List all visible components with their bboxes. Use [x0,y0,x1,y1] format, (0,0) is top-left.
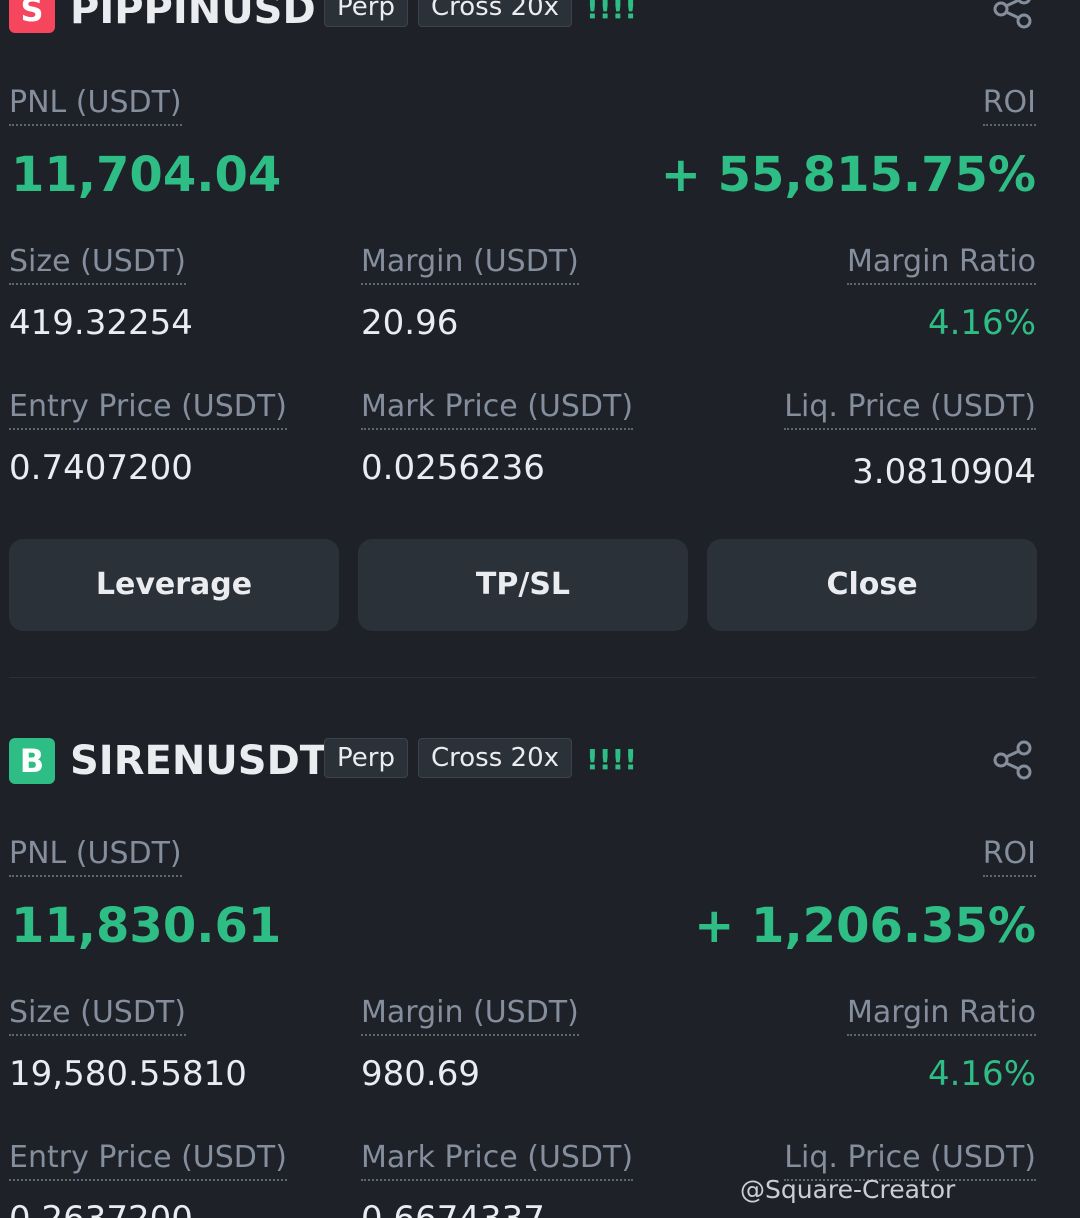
field-label: Entry Price (USDT) [9,392,287,430]
field-value: 4.16% [927,1054,1036,1094]
field-value: 19,580.55810 [9,1054,247,1094]
roi-value: + 55,815.75% [660,147,1036,203]
margin-mode-tag: Cross 20x [418,0,573,27]
signal: !!!! [586,0,638,25]
field-label: Liq. Price (USDT) [784,1143,1036,1181]
field-label: Mark Price (USDT) [361,392,634,430]
signal: !!!! [586,743,638,776]
field-value: 4.16% [927,303,1036,343]
pnl-value: 11,704.04 [11,147,282,203]
field-value: 419.32254 [9,303,193,343]
field-label: Entry Price (USDT) [9,1143,287,1181]
pnl-value: 11,830.61 [11,898,282,954]
field-label: Mark Price (USDT) [361,1143,634,1181]
field-value: 0.7407200 [9,448,193,488]
type-tag: Perp [324,0,408,27]
action-button[interactable]: TP/SL [358,539,688,631]
field-value: 0.6674337 [361,1202,545,1218]
field-label: Margin (USDT) [361,998,579,1036]
action-button[interactable]: Close [707,539,1037,631]
field-value: 980.69 [361,1054,480,1094]
field-value: 20.96 [361,303,459,343]
field-value: 0.0256236 [361,448,545,488]
share-icon[interactable] [992,0,1034,30]
field-label: Size (USDT) [9,998,186,1036]
roi-label: ROI [982,88,1036,126]
divider [9,677,1036,678]
pnl-label: PNL (USDT) [9,839,182,877]
pnl-label: PNL (USDT) [9,88,182,126]
field-value: 3.0810904 [852,452,1036,492]
watermark: @Square-Creator [740,1175,956,1204]
margin-mode-tag: Cross 20x [418,738,573,778]
field-label: Liq. Price (USDT) [784,392,1036,430]
field-label: Size (USDT) [9,247,186,285]
symbol: SIRENUSDT [70,738,328,784]
field-label: Margin Ratio [846,998,1036,1036]
field-label: Margin (USDT) [361,247,579,285]
field-value: 0.2637200 [9,1202,193,1218]
roi-value: + 1,206.35% [694,898,1036,954]
roi-label: ROI [982,839,1036,877]
type-tag: Perp [324,738,408,778]
action-button[interactable]: Leverage [9,539,339,631]
side-badge: S [9,0,55,33]
field-label: Margin Ratio [846,247,1036,285]
symbol: PIPPINUSDT [70,0,343,33]
side-badge: B [9,738,55,784]
share-icon[interactable] [992,739,1034,781]
